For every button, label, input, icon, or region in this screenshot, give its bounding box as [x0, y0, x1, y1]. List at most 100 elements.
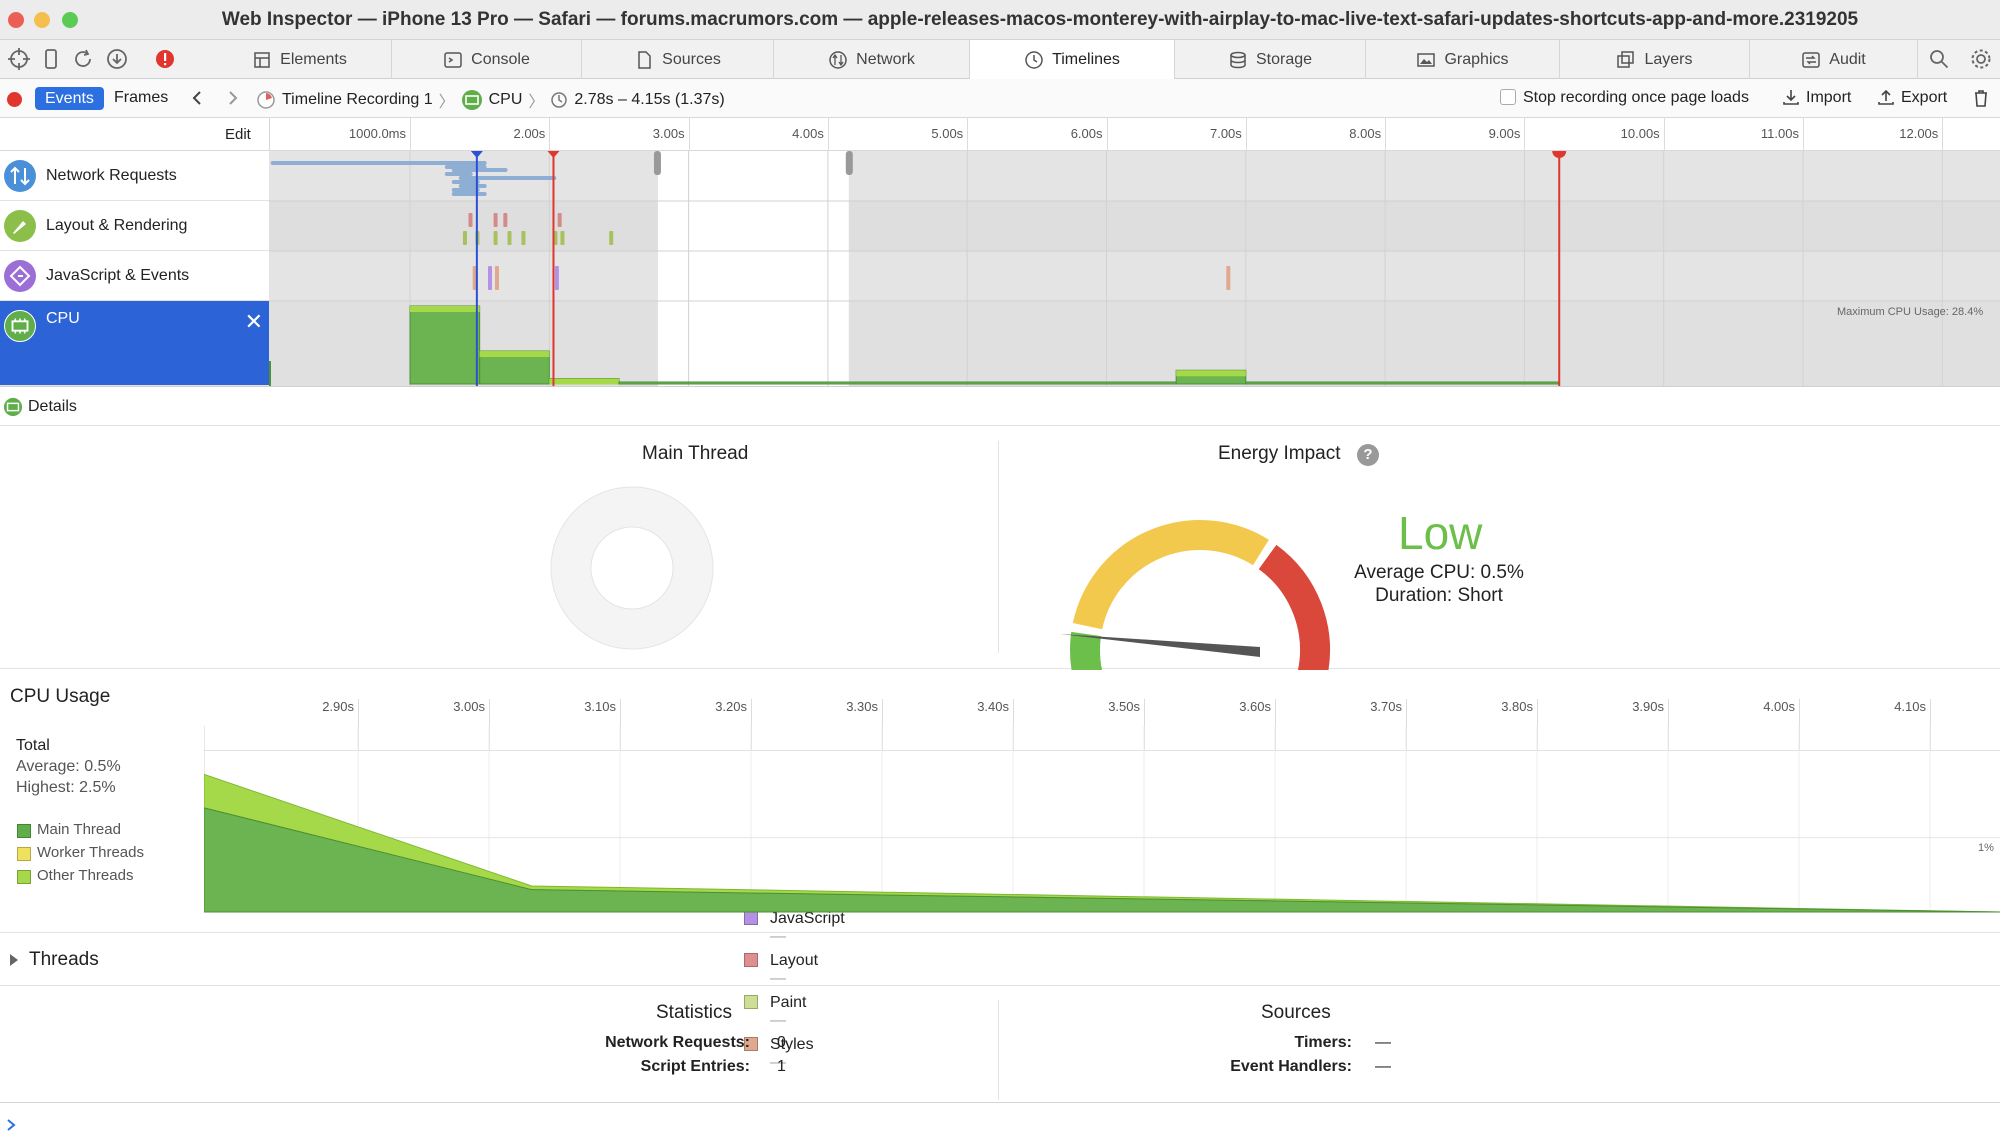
tab-label: Sources — [662, 50, 721, 68]
gauge-needle — [1060, 634, 1260, 657]
cpu-usage-title: CPU Usage — [10, 686, 111, 707]
export-icon[interactable] — [1877, 88, 1895, 106]
overview-graph[interactable] — [269, 151, 2000, 386]
timeline-row-cpu[interactable]: CPU ✕ — [0, 301, 269, 386]
duration: Duration: Short — [1375, 585, 1503, 606]
breadcrumb: Timeline Recording 1 〉 CPU 〉 2.78s – 4.1… — [256, 88, 725, 112]
legend-label-layout: Layout — [770, 952, 819, 969]
cpu-y-tick: 1% — [1978, 842, 1994, 854]
legend-value: — — [770, 970, 786, 987]
threads-section[interactable]: Threads — [0, 933, 2000, 986]
cpu-icon — [4, 310, 36, 342]
reload-icon[interactable] — [70, 46, 96, 72]
cpu-icon — [461, 90, 482, 110]
search-icon[interactable] — [1926, 46, 1952, 72]
breadcrumb-instrument[interactable]: CPU — [488, 91, 523, 108]
legend-label-javascript: JavaScript — [770, 910, 845, 927]
tab-layers[interactable]: Layers — [1560, 40, 1750, 79]
sources-key: Event Handlers: — [1230, 1058, 1352, 1075]
storage-icon — [1230, 51, 1246, 68]
tab-storage[interactable]: Storage — [1175, 40, 1366, 79]
import-button[interactable]: Import — [1806, 89, 1852, 106]
tab-timelines[interactable]: Timelines — [970, 40, 1175, 79]
cpu-usage-section: CPU Usage 2.90s 3.00s 3.10s 3.20s 3.30s 3.40s… — [0, 669, 2000, 933]
timeline-row-javascript-events[interactable]: JavaScript & Events — [0, 251, 269, 301]
statistics-value: 1 — [777, 1058, 786, 1075]
cpu-tick-label: 2.90s — [322, 699, 354, 714]
close-icon[interactable]: ✕ — [244, 309, 263, 334]
statistics-value: 0 — [777, 1034, 786, 1051]
ruler-tick-label: 1000.0ms — [348, 126, 406, 141]
timeline-row-label: Network Requests — [46, 166, 177, 184]
close-window-button[interactable] — [8, 12, 24, 28]
tab-sources[interactable]: Sources — [582, 40, 774, 79]
chevron-right-icon[interactable] — [224, 89, 242, 107]
tab-label: Layers — [1644, 50, 1693, 68]
record-button[interactable] — [7, 92, 22, 107]
frames-toggle[interactable]: Frames — [114, 89, 169, 106]
console-prompt[interactable] — [0, 1102, 2000, 1146]
cpu-tick-label: 4.00s — [1763, 699, 1795, 714]
ruler-tick-label: 7.00s — [1209, 126, 1242, 141]
layout-mark — [468, 213, 473, 227]
error-icon[interactable] — [152, 46, 178, 72]
cpu-usage-chart — [204, 726, 2000, 913]
tab-graphics[interactable]: Graphics — [1366, 40, 1560, 79]
tab-label: Graphics — [1444, 50, 1509, 68]
cpu-legend-label: Other Threads — [37, 867, 134, 884]
timeline-row-label: CPU — [46, 310, 80, 327]
clock-icon — [551, 92, 568, 108]
tab-label: Elements — [280, 50, 347, 68]
legend-swatch — [744, 1037, 758, 1051]
layers-icon — [1617, 50, 1635, 68]
cpu-bar-cap — [1176, 370, 1246, 377]
layout-mark — [503, 213, 508, 227]
sources-value: — — [1375, 1058, 1391, 1075]
import-icon[interactable] — [1782, 88, 1800, 106]
network-icon — [829, 50, 847, 69]
tab-audit[interactable]: Audit — [1750, 40, 1918, 79]
timeline-row-layout-rendering[interactable]: Layout & Rendering — [0, 201, 269, 251]
chevron-left-icon[interactable] — [188, 89, 206, 107]
energy-gauge — [1060, 520, 1330, 670]
tab-elements[interactable]: Elements — [208, 40, 392, 79]
crosshair-icon[interactable] — [6, 46, 32, 72]
playhead-icon[interactable] — [1552, 151, 1567, 158]
tab-console[interactable]: Console — [392, 40, 582, 79]
layout-mark — [560, 231, 565, 245]
events-toggle[interactable]: Events — [35, 87, 104, 110]
edit-button[interactable]: Edit — [225, 126, 251, 143]
gear-icon[interactable] — [1968, 46, 1994, 72]
tab-bar: Elements Console Sources Network Timelines St… — [0, 40, 2000, 79]
statistics-key: Script Entries: — [640, 1058, 750, 1075]
network-request-bar — [458, 184, 487, 188]
trash-icon[interactable] — [1972, 88, 1990, 108]
window-title: Web Inspector — iPhone 13 Pro — Safari —… — [221, 9, 1859, 30]
minimize-window-button[interactable] — [34, 12, 50, 28]
summary-section: Main Thread JavaScript — Layout — Paint — Styl… — [0, 426, 2000, 1071]
ruler-tick-label: 9.00s — [1488, 126, 1521, 141]
timeline-ruler: Edit 1000.0ms 2.00s 3.00s 4.00s 5.00s 6.00s 7.… — [0, 118, 2000, 151]
statistics-section: Statistics Sources Network Requests: 0 Scr… — [0, 986, 2000, 1102]
selection-handle-start[interactable] — [653, 151, 661, 175]
cpu-bar — [1245, 381, 1560, 385]
export-button[interactable]: Export — [1901, 89, 1948, 106]
disclosure-triangle-icon[interactable] — [8, 953, 20, 967]
selection-handle-end[interactable] — [845, 151, 853, 175]
cpu-tick-label: 3.00s — [453, 699, 485, 714]
ruler-tick-label: 3.00s — [652, 126, 685, 141]
layout-mark — [462, 231, 467, 245]
stop-recording-checkbox[interactable] — [1500, 89, 1516, 105]
timeline-row-network-requests[interactable]: Network Requests — [0, 151, 269, 201]
network-request-bar — [403, 161, 487, 165]
javascript-mark — [494, 266, 499, 290]
help-icon[interactable]: ? — [1357, 444, 1379, 466]
cpu-tick-label: 3.60s — [1239, 699, 1271, 714]
breadcrumb-recording[interactable]: Timeline Recording 1 — [282, 91, 433, 108]
zoom-window-button[interactable] — [62, 12, 78, 28]
tab-label: Storage — [1255, 50, 1313, 68]
energy-impact-title: Energy Impact — [1218, 443, 1341, 464]
download-icon[interactable] — [104, 46, 130, 72]
tab-network[interactable]: Network — [774, 40, 970, 79]
device-icon[interactable] — [38, 46, 64, 72]
